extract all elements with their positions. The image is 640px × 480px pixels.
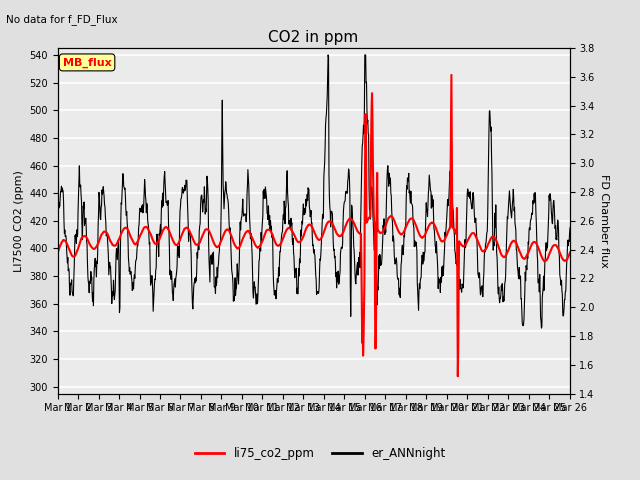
Y-axis label: FD Chamber flux: FD Chamber flux xyxy=(598,174,609,268)
Legend: li75_co2_ppm, er_ANNnight: li75_co2_ppm, er_ANNnight xyxy=(190,442,450,465)
Text: No data for f_FD_Flux: No data for f_FD_Flux xyxy=(6,14,118,25)
Text: MB_flux: MB_flux xyxy=(63,57,111,68)
Y-axis label: LI7500 CO2 (ppm): LI7500 CO2 (ppm) xyxy=(13,170,24,272)
Title: CO2 in ppm: CO2 in ppm xyxy=(268,30,359,46)
